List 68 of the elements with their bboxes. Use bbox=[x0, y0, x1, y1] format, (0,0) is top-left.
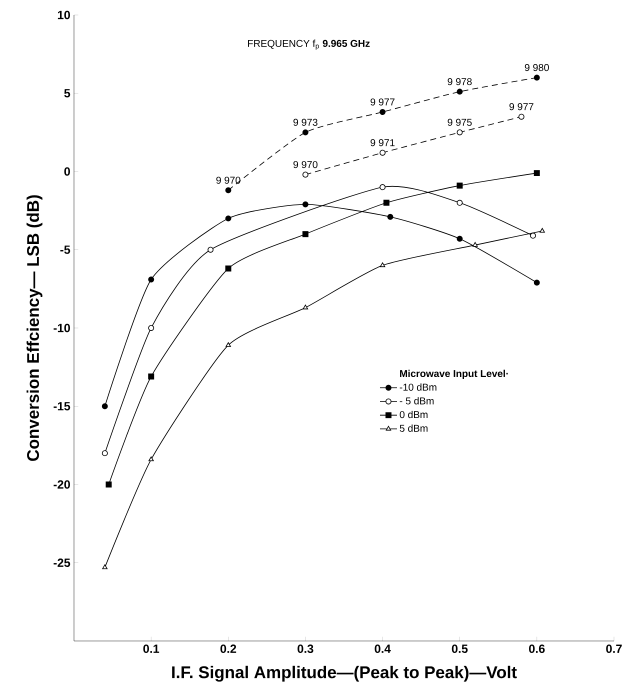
annotation: 9 970 bbox=[216, 176, 240, 184]
x-axis-title: I.F. Signal Amplitude—(Peak to Peak)—Volt bbox=[172, 666, 517, 682]
x-tick-label: 0.5 bbox=[452, 644, 468, 653]
legend-title: Microwave Input Level· bbox=[400, 370, 508, 380]
annotation: 9 977 bbox=[509, 103, 534, 110]
point bbox=[383, 200, 390, 206]
x-tick-label: 0.6 bbox=[529, 644, 545, 653]
point bbox=[456, 129, 463, 136]
x-tick-label: 0.7 bbox=[606, 644, 622, 653]
point bbox=[302, 231, 308, 238]
point bbox=[380, 262, 386, 268]
point bbox=[456, 182, 463, 189]
point bbox=[302, 201, 308, 208]
y-tick-label: -25 bbox=[54, 558, 70, 567]
annotation: 9 971 bbox=[370, 139, 395, 146]
y-tick-label: -10 bbox=[54, 324, 70, 332]
point bbox=[380, 150, 386, 156]
point bbox=[102, 564, 108, 570]
point bbox=[387, 214, 394, 220]
x-tick-label: 0.3 bbox=[298, 644, 314, 653]
point bbox=[456, 200, 463, 206]
y-tick-label: -5 bbox=[60, 246, 70, 254]
point bbox=[225, 266, 232, 272]
point bbox=[302, 129, 308, 136]
point bbox=[540, 228, 545, 233]
point bbox=[534, 280, 540, 286]
legend-label: 5 dBm bbox=[400, 424, 428, 432]
annotation: 9 977 bbox=[370, 98, 395, 106]
point bbox=[148, 325, 154, 331]
y-tick-label: 5 bbox=[64, 89, 70, 98]
point bbox=[148, 276, 154, 282]
point bbox=[148, 374, 154, 380]
point bbox=[534, 170, 540, 176]
annotation: 9 973 bbox=[293, 118, 318, 126]
point bbox=[380, 184, 386, 190]
annotation: 9 975 bbox=[448, 118, 472, 126]
y-tick-label: -20 bbox=[54, 480, 70, 489]
x-tick-label: 0.1 bbox=[143, 644, 160, 653]
point bbox=[456, 236, 463, 242]
x-tick-label: 0.4 bbox=[374, 644, 391, 653]
point bbox=[534, 74, 540, 81]
point bbox=[302, 172, 308, 178]
point bbox=[102, 450, 108, 456]
y-tick-label: 10 bbox=[58, 10, 70, 20]
point bbox=[530, 232, 536, 239]
point bbox=[380, 109, 386, 116]
point bbox=[102, 403, 108, 410]
point bbox=[456, 88, 463, 95]
annotation: 9 970 bbox=[293, 161, 318, 168]
legend-label: - 5 dBm bbox=[400, 397, 434, 404]
y-tick-label: 0 bbox=[64, 167, 70, 176]
y-axis-title: Conversion Effciency— LSB (dB) bbox=[26, 195, 42, 461]
point bbox=[148, 456, 154, 462]
point bbox=[518, 114, 524, 120]
legend-label: -10 dBm bbox=[400, 383, 436, 391]
point bbox=[472, 242, 478, 247]
legend-label: 0 dBm bbox=[400, 410, 428, 418]
y-tick-label: -15 bbox=[54, 402, 70, 410]
annotation: 9 980 bbox=[524, 64, 549, 72]
point bbox=[302, 304, 308, 310]
x-tick-label: 0.2 bbox=[220, 644, 236, 653]
point bbox=[225, 215, 232, 222]
point bbox=[226, 342, 231, 347]
annotation: 9 978 bbox=[448, 78, 472, 86]
point bbox=[208, 246, 214, 253]
point bbox=[225, 187, 232, 194]
point bbox=[106, 482, 112, 488]
text: FREQUENCY f$_{p}$ 9.965 GHz bbox=[248, 40, 370, 50]
